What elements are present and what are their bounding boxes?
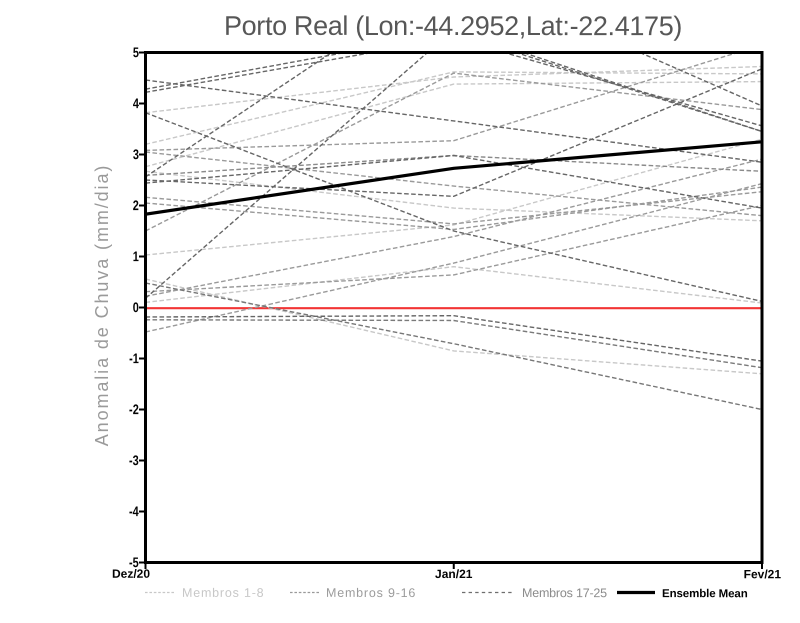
svg-text:-1: -1 [129, 351, 139, 367]
svg-text:5: 5 [133, 45, 139, 61]
svg-text:2: 2 [133, 198, 139, 214]
svg-text:0: 0 [133, 300, 139, 316]
svg-text:Jan/21: Jan/21 [435, 567, 473, 581]
svg-text:-3: -3 [129, 453, 139, 469]
svg-text:Membros 9-16: Membros 9-16 [326, 586, 416, 600]
svg-text:Anomalia de Chuva (mm/dia): Anomalia de Chuva (mm/dia) [92, 164, 112, 447]
svg-text:Membros 17-25: Membros 17-25 [522, 586, 607, 600]
svg-text:Ensemble Mean: Ensemble Mean [662, 588, 748, 600]
svg-text:-2: -2 [129, 402, 139, 418]
svg-text:Fev/21: Fev/21 [744, 567, 782, 581]
svg-text:4: 4 [133, 96, 139, 112]
svg-text:Dez/20: Dez/20 [112, 567, 150, 581]
svg-text:-4: -4 [129, 504, 139, 520]
svg-text:1: 1 [133, 249, 139, 265]
svg-text:Membros 1-8: Membros 1-8 [182, 586, 264, 600]
svg-text:-5: -5 [129, 555, 139, 571]
svg-text:Porto Real (Lon:-44.2952,Lat:-: Porto Real (Lon:-44.2952,Lat:-22.4175) [224, 11, 682, 41]
svg-text:3: 3 [133, 147, 139, 163]
